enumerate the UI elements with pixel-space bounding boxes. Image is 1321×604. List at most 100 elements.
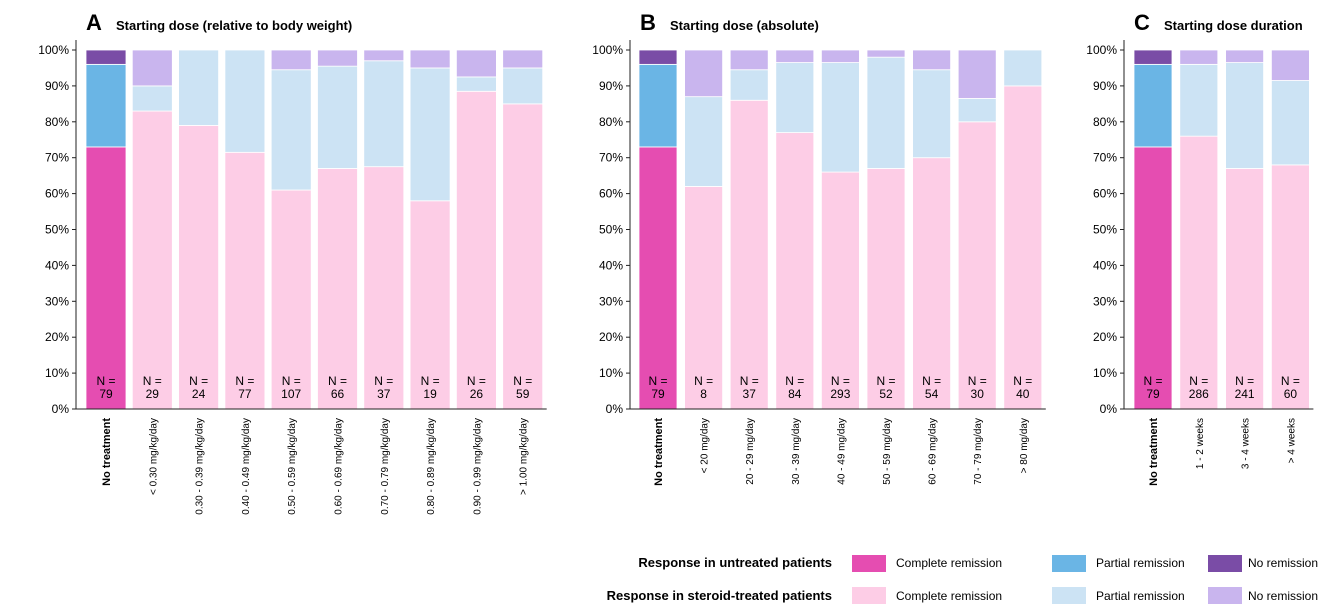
x-tick-label: No treatment bbox=[1148, 418, 1160, 486]
n-label-value: 79 bbox=[1146, 387, 1160, 401]
y-tick-label: 20% bbox=[1093, 330, 1117, 344]
bar-segment-complete bbox=[1225, 168, 1264, 410]
legend: Response in untreated patients Response … bbox=[607, 555, 1318, 604]
y-tick-label: 100% bbox=[592, 43, 623, 57]
bar-segment-partial bbox=[1179, 63, 1219, 137]
x-tick-label: 20 - 29 mg/day bbox=[745, 418, 756, 485]
bar-segment-partial bbox=[638, 63, 678, 148]
bar-segment-complete bbox=[502, 103, 544, 410]
y-tick-label: 80% bbox=[1093, 115, 1117, 129]
n-label-prefix: N = bbox=[740, 374, 759, 388]
x-tick-label: No treatment bbox=[653, 418, 665, 486]
bar-segment-none bbox=[684, 49, 723, 98]
bar-segment-partial bbox=[1133, 63, 1173, 148]
n-label-prefix: N = bbox=[1281, 374, 1300, 388]
n-label-value: 286 bbox=[1189, 387, 1209, 401]
legend-swatch-untreated-partial bbox=[1052, 555, 1086, 572]
panel-C: C Starting dose duration 0% 10% 20% 30% 40% 50%… bbox=[1086, 10, 1314, 486]
bar-segment-complete bbox=[912, 157, 951, 410]
y-tick-label: 60% bbox=[45, 187, 69, 201]
bar-segment-partial bbox=[224, 49, 266, 153]
bar-segment-none bbox=[912, 49, 951, 71]
bar-segment-none bbox=[957, 49, 997, 99]
y-tick-label: 30% bbox=[1093, 294, 1117, 308]
n-label-prefix: N = bbox=[968, 374, 987, 388]
bar-segment-partial bbox=[178, 49, 220, 126]
n-label-value: 84 bbox=[788, 387, 802, 401]
y-tick-label: 50% bbox=[599, 223, 623, 237]
bar-segment-partial bbox=[775, 62, 815, 133]
y-tick-label: 80% bbox=[599, 115, 623, 129]
y-tick-label: 90% bbox=[1093, 79, 1117, 93]
n-label-prefix: N = bbox=[513, 374, 532, 388]
bar-segment-partial bbox=[684, 96, 723, 187]
x-tick-label: < 0.30 mg/kg/day bbox=[148, 418, 159, 495]
bar-segment-partial bbox=[455, 76, 497, 92]
y-tick-label: 70% bbox=[1093, 151, 1117, 165]
bar-segment-partial bbox=[1271, 80, 1310, 166]
panel-letter: C bbox=[1134, 10, 1150, 35]
panel-title: Starting dose (absolute) bbox=[670, 18, 819, 33]
n-label-value: 30 bbox=[971, 387, 985, 401]
x-tick-label: 0.40 - 0.49 mg/kg/day bbox=[241, 418, 252, 515]
n-label-prefix: N = bbox=[876, 374, 895, 388]
bar-segment-none bbox=[455, 49, 497, 78]
legend-row-untreated-label: Response in untreated patients bbox=[638, 555, 832, 570]
bar-segment-partial bbox=[866, 56, 906, 169]
bar-segment-none bbox=[1133, 49, 1173, 65]
bar-segment-none bbox=[638, 49, 678, 65]
bar-segment-none bbox=[866, 49, 906, 58]
bar-segment-none bbox=[1179, 49, 1219, 65]
bar-segment-complete bbox=[729, 99, 769, 410]
n-label-value: 241 bbox=[1235, 387, 1255, 401]
x-tick-label: 40 - 49 mg/day bbox=[836, 418, 847, 485]
bar-segment-complete bbox=[224, 151, 266, 410]
y-tick-label: 50% bbox=[45, 223, 69, 237]
panel-title: Starting dose duration bbox=[1164, 18, 1303, 33]
n-label-value: 293 bbox=[830, 387, 850, 401]
y-tick-label: 0% bbox=[52, 402, 70, 416]
x-tick-label: 0.60 - 0.69 mg/kg/day bbox=[334, 418, 345, 515]
n-label-value: 52 bbox=[879, 387, 893, 401]
y-tick-label: 50% bbox=[1093, 223, 1117, 237]
legend-label-treated-complete: Complete remission bbox=[896, 589, 1002, 603]
n-label-value: 54 bbox=[925, 387, 939, 401]
n-label-value: 26 bbox=[470, 387, 484, 401]
y-tick-label: 40% bbox=[45, 258, 69, 272]
n-label-prefix: N = bbox=[648, 374, 667, 388]
panel-B: B Starting dose (absolute) 0% 10% 20% 30% 40% 5… bbox=[592, 10, 1046, 486]
y-tick-label: 40% bbox=[599, 258, 623, 272]
bar-segment-complete bbox=[178, 124, 220, 410]
x-tick-label: > 4 weeks bbox=[1286, 418, 1297, 463]
y-tick-label: 30% bbox=[599, 294, 623, 308]
n-label-value: 19 bbox=[423, 387, 437, 401]
n-label-prefix: N = bbox=[189, 374, 208, 388]
bar-segment-none bbox=[270, 49, 312, 71]
bar-segment-none bbox=[85, 49, 127, 65]
bar-segment-none bbox=[1225, 49, 1264, 63]
panel-letter: B bbox=[640, 10, 656, 35]
n-label-value: 37 bbox=[377, 387, 391, 401]
n-label-value: 60 bbox=[1284, 387, 1298, 401]
bar-segment-none bbox=[131, 49, 173, 87]
x-tick-label: 0.30 - 0.39 mg/kg/day bbox=[195, 418, 206, 515]
y-tick-label: 60% bbox=[599, 187, 623, 201]
bar-segment-complete bbox=[317, 168, 358, 410]
n-label-prefix: N = bbox=[1143, 374, 1162, 388]
n-label-value: 8 bbox=[700, 387, 707, 401]
y-tick-label: 10% bbox=[1093, 366, 1117, 380]
n-label-value: 29 bbox=[146, 387, 160, 401]
bar-segment-complete bbox=[270, 189, 312, 410]
legend-label-treated-none: No remission bbox=[1248, 589, 1318, 603]
n-label-value: 24 bbox=[192, 387, 206, 401]
bar-segment-complete bbox=[455, 90, 497, 410]
bar-segment-none bbox=[363, 49, 405, 62]
bar-segment-partial bbox=[131, 85, 173, 112]
bar-segment-partial bbox=[1225, 62, 1264, 169]
x-tick-label: > 1.00 mg/kg/day bbox=[519, 418, 530, 495]
n-label-prefix: N = bbox=[1013, 374, 1032, 388]
bar-segment-none bbox=[821, 49, 860, 63]
y-tick-label: 0% bbox=[606, 402, 624, 416]
y-tick-label: 100% bbox=[1086, 43, 1117, 57]
x-tick-label: 0.90 - 0.99 mg/kg/day bbox=[472, 418, 483, 515]
